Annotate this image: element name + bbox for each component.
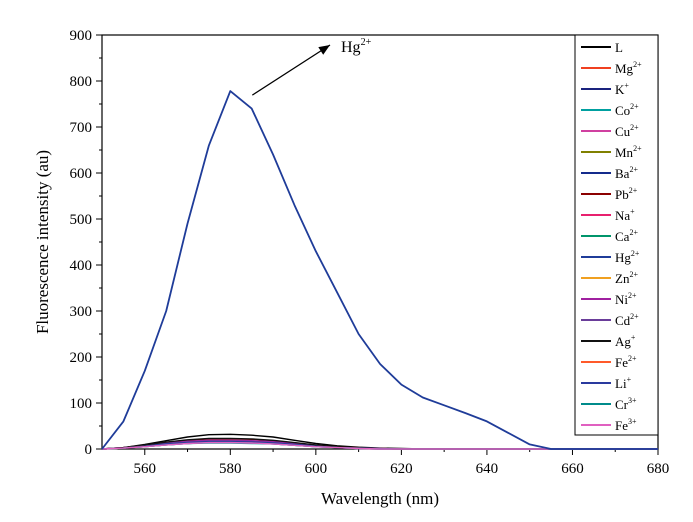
y-tick-label: 600 xyxy=(70,166,93,182)
legend-label: Ag+ xyxy=(615,333,636,349)
y-tick-label: 0 xyxy=(85,442,93,458)
y-axis-label: Fluorescence intensity (au) xyxy=(33,150,52,334)
legend-label: Ba2+ xyxy=(615,165,638,181)
y-tick-label: 800 xyxy=(70,74,93,90)
y-tick-label: 200 xyxy=(70,350,93,366)
x-tick-label: 620 xyxy=(390,461,413,477)
y-tick-label: 500 xyxy=(70,212,93,228)
y-tick-label: 400 xyxy=(70,258,93,274)
y-tick-label: 100 xyxy=(70,396,93,412)
x-tick-label: 560 xyxy=(134,461,157,477)
x-tick-label: 580 xyxy=(219,461,242,477)
legend-label: Mg2+ xyxy=(615,60,642,76)
x-tick-label: 660 xyxy=(561,461,584,477)
legend: L Mg2+ K+ Co2+ Cu2+ Mn2+ Ba2+ Pb2+ Na+ Ca2+ Hg2+ Zn… xyxy=(574,34,659,436)
legend-label: K+ xyxy=(615,81,629,97)
legend-label: Ca2+ xyxy=(615,228,638,244)
hg-peak-annotation: Hg2+ xyxy=(251,37,372,96)
series-layer xyxy=(101,90,658,450)
legend-label: Fe2+ xyxy=(615,354,637,370)
annotation-arrow-head xyxy=(318,45,330,55)
y-axis-ticks: 0 100 200 300 400 500 600 700 800 900 xyxy=(70,28,102,458)
y-tick-label: 300 xyxy=(70,304,93,320)
legend-label: Hg2+ xyxy=(615,249,640,265)
x-axis-ticks: 560 580 600 620 640 660 680 xyxy=(134,449,670,477)
series-line-Liplus xyxy=(101,440,658,450)
y-tick-label: 700 xyxy=(70,120,93,136)
legend-label: Li+ xyxy=(615,375,632,391)
legend-label: Cr3+ xyxy=(615,396,637,412)
legend-label: Na+ xyxy=(615,207,635,223)
legend-label: L xyxy=(615,40,623,55)
annotation-arrow-line xyxy=(251,44,331,96)
y-tick-label: 900 xyxy=(70,28,93,44)
legend-label: Ni2+ xyxy=(615,291,637,307)
legend-label: Co2+ xyxy=(615,102,639,118)
legend-label: Cu2+ xyxy=(615,123,639,139)
legend-label: Cd2+ xyxy=(615,312,639,328)
x-tick-label: 600 xyxy=(305,461,328,477)
x-tick-label: 640 xyxy=(476,461,499,477)
annotation-label: Hg2+ xyxy=(341,37,372,56)
legend-label: Zn2+ xyxy=(615,270,638,286)
x-axis-label: Wavelength (nm) xyxy=(321,489,439,508)
legend-label: Mn2+ xyxy=(615,144,642,160)
legend-label: Fe3+ xyxy=(615,417,637,433)
legend-label: Pb2+ xyxy=(615,186,638,202)
x-tick-label: 680 xyxy=(647,461,670,477)
series-line-Hg2plus xyxy=(101,90,658,450)
